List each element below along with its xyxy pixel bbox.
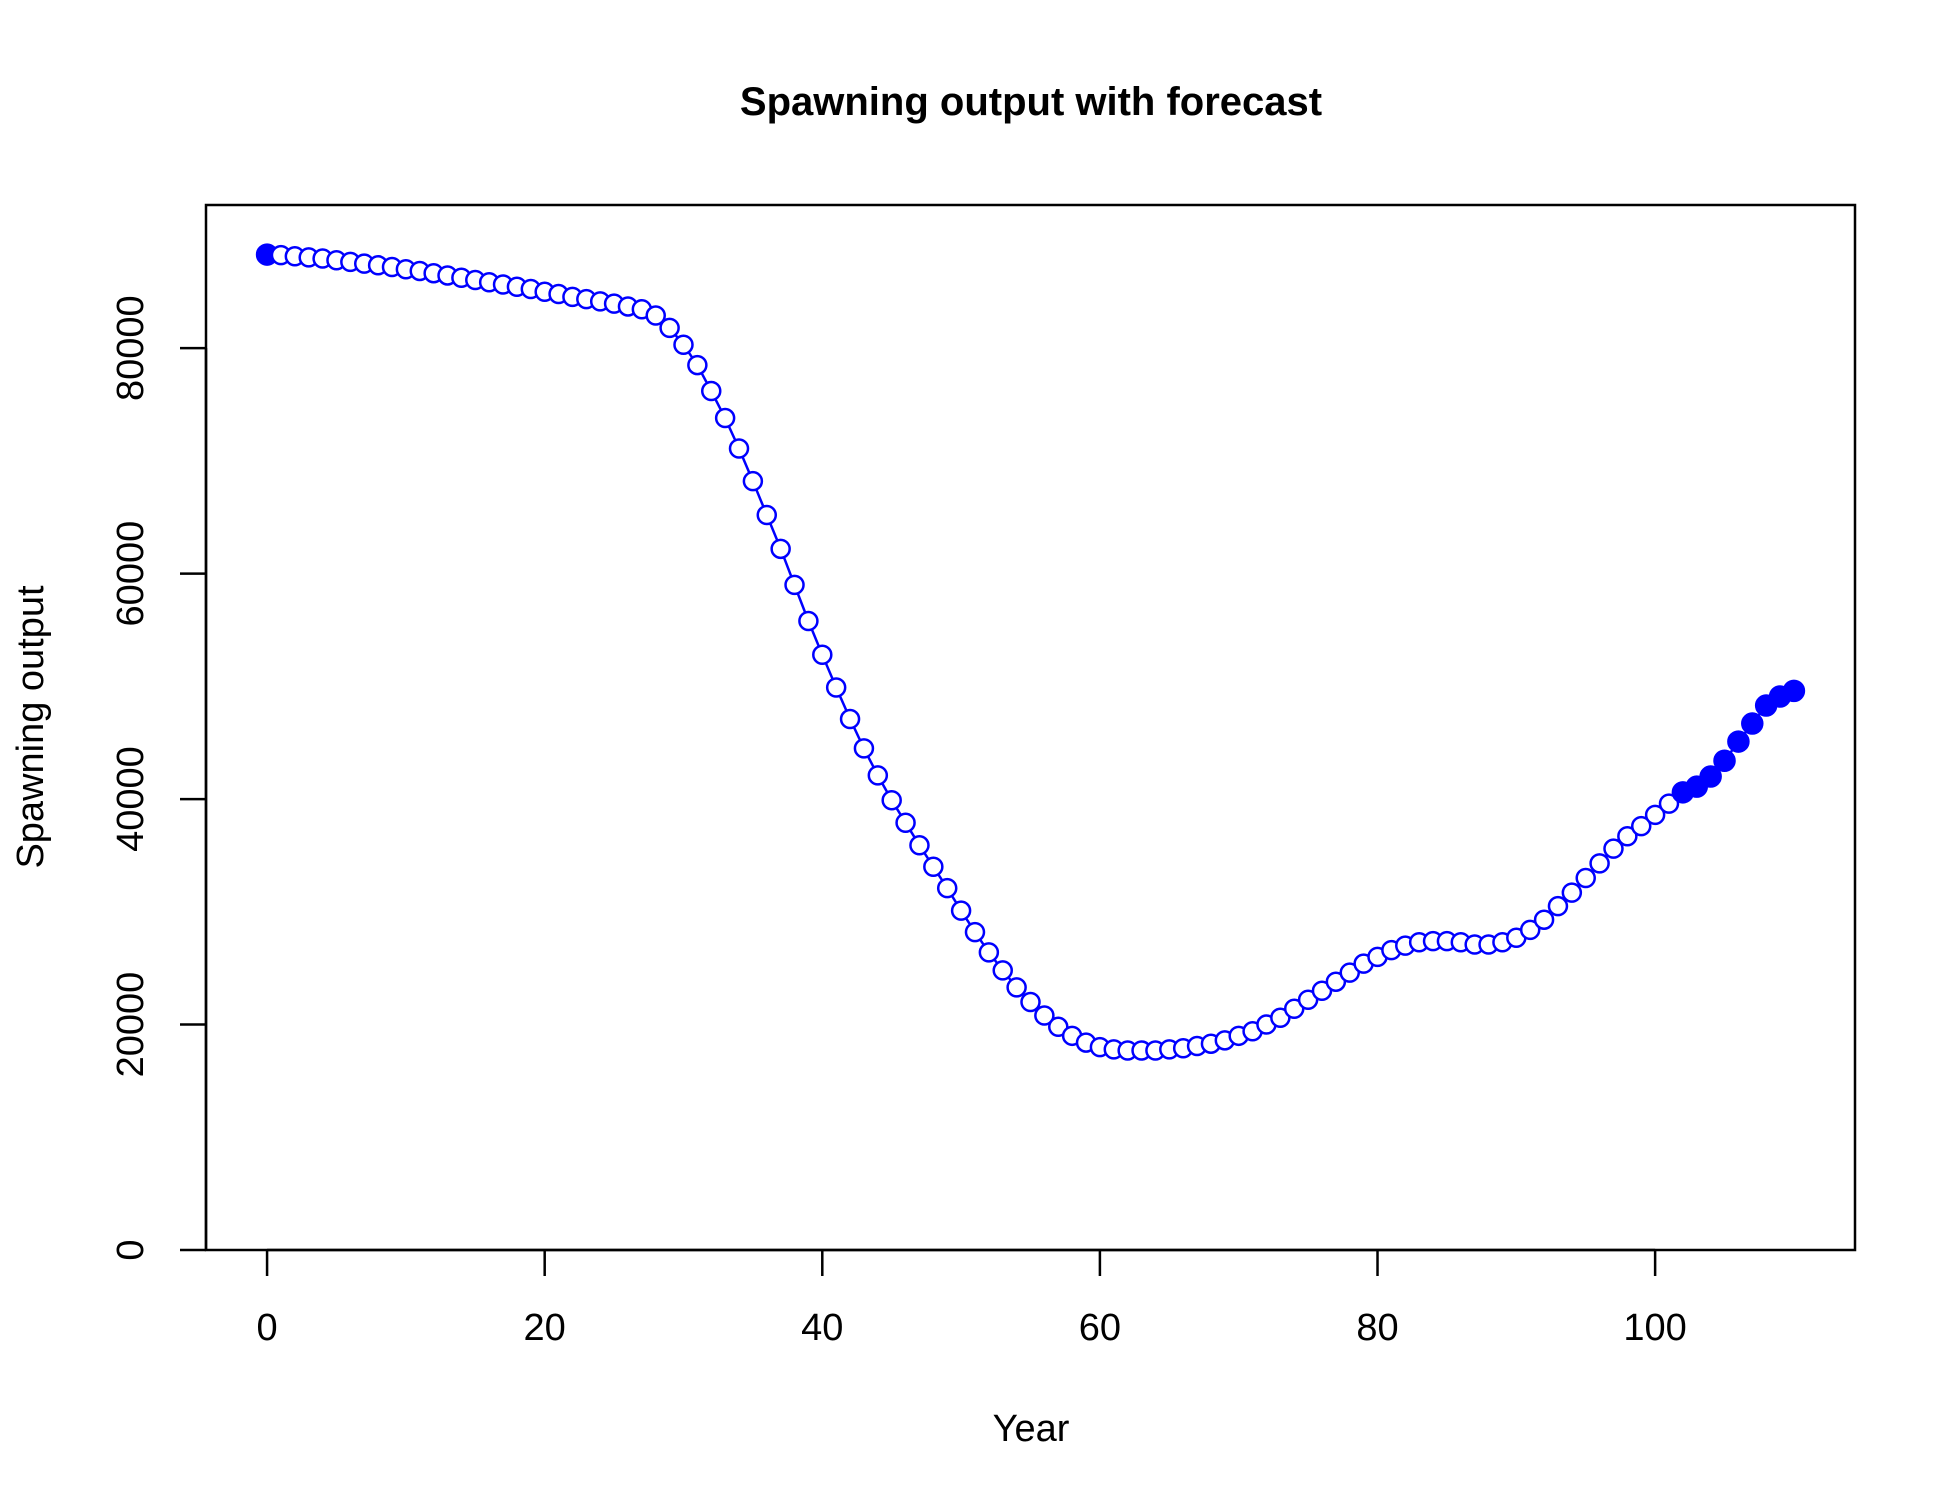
data-point <box>1339 962 1361 983</box>
data-point <box>1519 919 1541 941</box>
x-tick-label: 60 <box>1079 1307 1121 1349</box>
x-tick-label: 20 <box>524 1307 566 1349</box>
data-point <box>812 644 833 666</box>
data-point <box>1617 826 1638 847</box>
forecast-point <box>1713 749 1736 773</box>
plot-frame <box>204 203 1857 1252</box>
x-axis-label: Year <box>993 1408 1070 1450</box>
data-point <box>950 900 972 921</box>
x-axis: 0 20 40 60 80 100 <box>257 1248 1687 1349</box>
data-point <box>1547 895 1569 917</box>
data-point <box>728 438 750 459</box>
data-point <box>714 407 736 429</box>
data-point <box>881 789 902 811</box>
data-point <box>867 765 889 786</box>
forecast-point <box>1741 712 1764 735</box>
series-line-path <box>267 253 1795 1052</box>
data-point <box>923 856 944 877</box>
y-axis-label: Spawning output <box>10 585 52 869</box>
x-tick-label: 80 <box>1356 1307 1398 1349</box>
data-point <box>964 921 986 943</box>
data-point <box>1630 815 1652 837</box>
data-point <box>1325 971 1347 992</box>
data-point <box>992 960 1013 981</box>
data-point <box>978 942 1000 963</box>
data-point <box>1034 1005 1055 1026</box>
x-tick-label: 100 <box>1623 1307 1686 1349</box>
data-point <box>645 305 666 326</box>
y-tick-label: 40000 <box>110 746 152 852</box>
x-tick-label: 40 <box>801 1307 843 1349</box>
data-point <box>1020 991 1041 1013</box>
data-point <box>1575 867 1596 889</box>
data-point <box>798 610 819 632</box>
y-tick-label: 20000 <box>110 972 152 1078</box>
y-tick-label: 80000 <box>110 295 152 401</box>
data-point <box>1006 977 1027 998</box>
data-point <box>742 470 764 492</box>
data-point <box>756 504 778 526</box>
data-point <box>1589 853 1610 874</box>
data-point <box>825 677 847 698</box>
forecast-point <box>1782 679 1806 703</box>
data-point <box>1283 998 1305 1020</box>
y-axis: 0 20000 40000 60000 80000 <box>110 295 208 1261</box>
forecast-point <box>1727 730 1750 753</box>
data-point <box>1533 909 1555 930</box>
x-tick-label: 0 <box>257 1307 278 1349</box>
y-tick-label: 60000 <box>110 521 152 627</box>
data-point <box>700 380 722 402</box>
data-point <box>784 574 805 596</box>
spawning-output-series <box>267 253 1795 1052</box>
data-point <box>839 708 861 730</box>
data-point <box>936 877 958 899</box>
data-point <box>770 538 791 560</box>
data-point <box>909 835 930 856</box>
data-point <box>1644 804 1666 826</box>
data-point <box>687 354 708 376</box>
chart-title: Spawning output with forecast <box>740 80 1322 124</box>
spawning-output-points <box>255 243 1806 1061</box>
data-point <box>1297 989 1319 1010</box>
data-point <box>895 812 916 834</box>
data-point <box>853 738 875 759</box>
data-point <box>1048 1016 1069 1038</box>
data-point <box>1270 1007 1291 1029</box>
data-point <box>1311 980 1333 1001</box>
data-point <box>1658 793 1680 814</box>
data-point <box>673 334 694 356</box>
data-point <box>1561 882 1583 903</box>
forecast-point <box>1699 765 1722 788</box>
data-point <box>659 317 680 339</box>
data-point <box>1603 838 1624 859</box>
y-tick-label: 0 <box>110 1239 152 1260</box>
